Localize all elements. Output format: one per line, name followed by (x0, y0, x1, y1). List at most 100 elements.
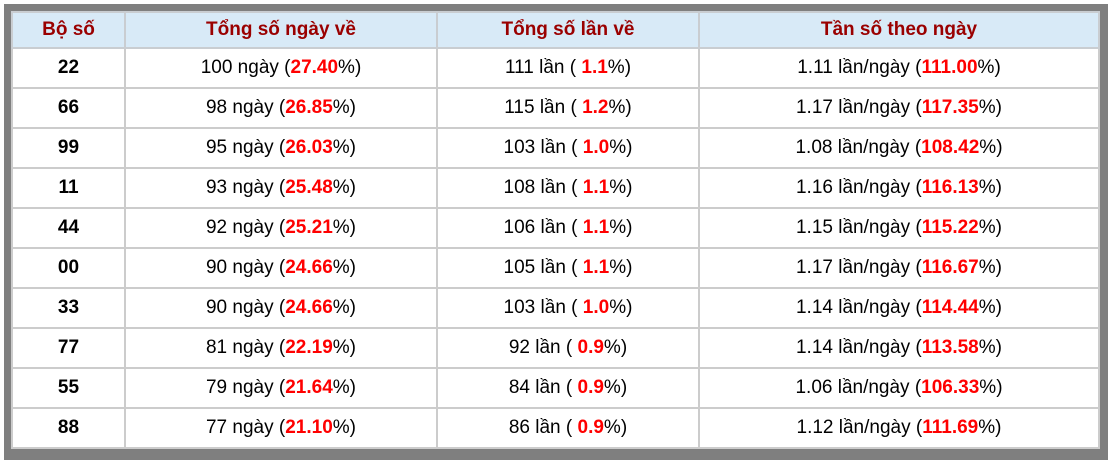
header-daily-frequency: Tần số theo ngày (698, 11, 1100, 49)
open-paren: ( (273, 377, 286, 398)
times-count: 92 lần (508, 337, 561, 358)
days-count: 100 ngày (200, 57, 279, 78)
open-paren: ( (273, 337, 286, 358)
times-count: 106 lần (503, 217, 566, 238)
total-times-cell: 111 lần ( 1.1%) (436, 47, 700, 89)
total-days-cell: 95 ngày (26.03%) (124, 127, 438, 169)
times-percent: 1.1 (582, 257, 610, 278)
pair-number-cell: 55 (11, 367, 126, 409)
open-paren: ( (910, 177, 922, 198)
frequency-percent: 116.67 (921, 257, 979, 278)
frequency-value: 1.17 lần/ngày (795, 257, 911, 278)
close-paren: %) (978, 297, 1002, 318)
open-paren: ( (909, 137, 922, 158)
close-paren: %) (603, 337, 628, 358)
header-total-times: Tổng số lần về (436, 11, 700, 49)
close-paren: %) (608, 97, 632, 118)
close-paren: %) (332, 377, 356, 398)
open-paren: ( (273, 257, 286, 278)
days-count: 90 ngày (205, 257, 274, 278)
daily-frequency-cell: 1.14 lần/ngày (114.44%) (698, 287, 1100, 329)
close-paren: %) (978, 337, 1002, 358)
open-paren: ( (910, 337, 922, 358)
daily-frequency-cell: 1.16 lần/ngày (116.13%) (698, 167, 1100, 209)
pair-number-cell: 44 (11, 207, 126, 249)
total-times-cell: 103 lần ( 1.0%) (436, 287, 700, 329)
open-paren: ( (910, 257, 922, 278)
pair-number-cell: 66 (11, 87, 126, 129)
daily-frequency-cell: 1.15 lần/ngày (115.22%) (698, 207, 1100, 249)
days-percent: 26.03 (285, 137, 333, 158)
open-paren: ( (910, 97, 922, 118)
close-paren: %) (609, 297, 633, 318)
open-paren: ( (565, 97, 583, 118)
close-paren: %) (332, 137, 356, 158)
pair-number-cell: 77 (11, 327, 126, 369)
open-paren: ( (273, 137, 286, 158)
table-row: 44 92 ngày (25.21%) 106 lần ( 1.1%) 1.15… (11, 207, 1100, 249)
total-times-cell: 86 lần ( 0.9%) (436, 407, 700, 449)
open-paren: ( (909, 57, 922, 78)
frequency-percent: 115.22 (921, 217, 979, 238)
frequency-value: 1.15 lần/ngày (795, 217, 911, 238)
times-count: 105 lần (503, 257, 566, 278)
lottery-pair-statistics-table: Bộ số Tổng số ngày về Tổng số lần về Tần… (11, 11, 1100, 449)
frequency-value: 1.14 lần/ngày (795, 337, 911, 358)
daily-frequency-cell: 1.14 lần/ngày (113.58%) (698, 327, 1100, 369)
open-paren: ( (273, 97, 286, 118)
total-days-cell: 93 ngày (25.48%) (124, 167, 438, 209)
frequency-percent: 117.35 (921, 97, 979, 118)
close-paren: %) (332, 217, 356, 238)
times-percent: 1.1 (582, 177, 610, 198)
total-days-cell: 92 ngày (25.21%) (124, 207, 438, 249)
days-percent: 26.85 (285, 97, 333, 118)
frequency-percent: 106.33 (921, 377, 980, 398)
table-header: Bộ số Tổng số ngày về Tổng số lần về Tần… (11, 11, 1100, 49)
times-percent: 1.1 (581, 57, 608, 78)
close-paren: %) (979, 137, 1003, 158)
pair-number: 33 (57, 297, 80, 318)
frequency-percent: 113.58 (921, 337, 979, 358)
total-times-cell: 105 lần ( 1.1%) (436, 247, 700, 289)
table-row: 55 79 ngày (21.64%) 84 lần ( 0.9%) 1.06 … (11, 367, 1100, 409)
daily-frequency-cell: 1.12 lần/ngày (111.69%) (698, 407, 1100, 449)
pair-number: 55 (57, 377, 80, 398)
days-percent: 24.66 (285, 257, 333, 278)
days-percent: 27.40 (290, 57, 339, 78)
header-row: Bộ số Tổng số ngày về Tổng số lần về Tần… (11, 11, 1100, 49)
statistics-table-frame: Bộ số Tổng số ngày về Tổng số lần về Tần… (4, 4, 1108, 460)
total-times-cell: 92 lần ( 0.9%) (436, 327, 700, 369)
close-paren: %) (332, 417, 356, 438)
open-paren: ( (560, 417, 578, 438)
open-paren: ( (273, 297, 286, 318)
table-row: 77 81 ngày (22.19%) 92 lần ( 0.9%) 1.14 … (11, 327, 1100, 369)
open-paren: ( (565, 217, 583, 238)
days-count: 79 ngày (205, 377, 274, 398)
pair-number: 88 (57, 417, 80, 438)
close-paren: %) (977, 57, 1001, 78)
times-percent: 1.1 (582, 217, 610, 238)
close-paren: %) (978, 177, 1002, 198)
pair-number-cell: 00 (11, 247, 126, 289)
frequency-value: 1.17 lần/ngày (795, 97, 911, 118)
table-row: 66 98 ngày (26.85%) 115 lần ( 1.2%) 1.17… (11, 87, 1100, 129)
close-paren: %) (609, 137, 633, 158)
days-percent: 22.19 (285, 337, 333, 358)
times-count: 84 lần (508, 377, 561, 398)
open-paren: ( (910, 417, 923, 438)
total-days-cell: 79 ngày (21.64%) (124, 367, 438, 409)
daily-frequency-cell: 1.17 lần/ngày (116.67%) (698, 247, 1100, 289)
daily-frequency-cell: 1.11 lần/ngày (111.00%) (698, 47, 1100, 89)
close-paren: %) (332, 257, 356, 278)
frequency-percent: 111.00 (921, 57, 978, 78)
table-body: 22 100 ngày (27.40%) 111 lần ( 1.1%) 1.1… (11, 47, 1100, 449)
days-percent: 21.10 (285, 417, 333, 438)
times-percent: 1.0 (582, 297, 610, 318)
total-times-cell: 108 lần ( 1.1%) (436, 167, 700, 209)
frequency-percent: 108.42 (921, 137, 980, 158)
times-percent: 1.0 (582, 137, 610, 158)
days-count: 77 ngày (205, 417, 274, 438)
days-percent: 24.66 (285, 297, 333, 318)
pair-number-cell: 22 (11, 47, 126, 89)
